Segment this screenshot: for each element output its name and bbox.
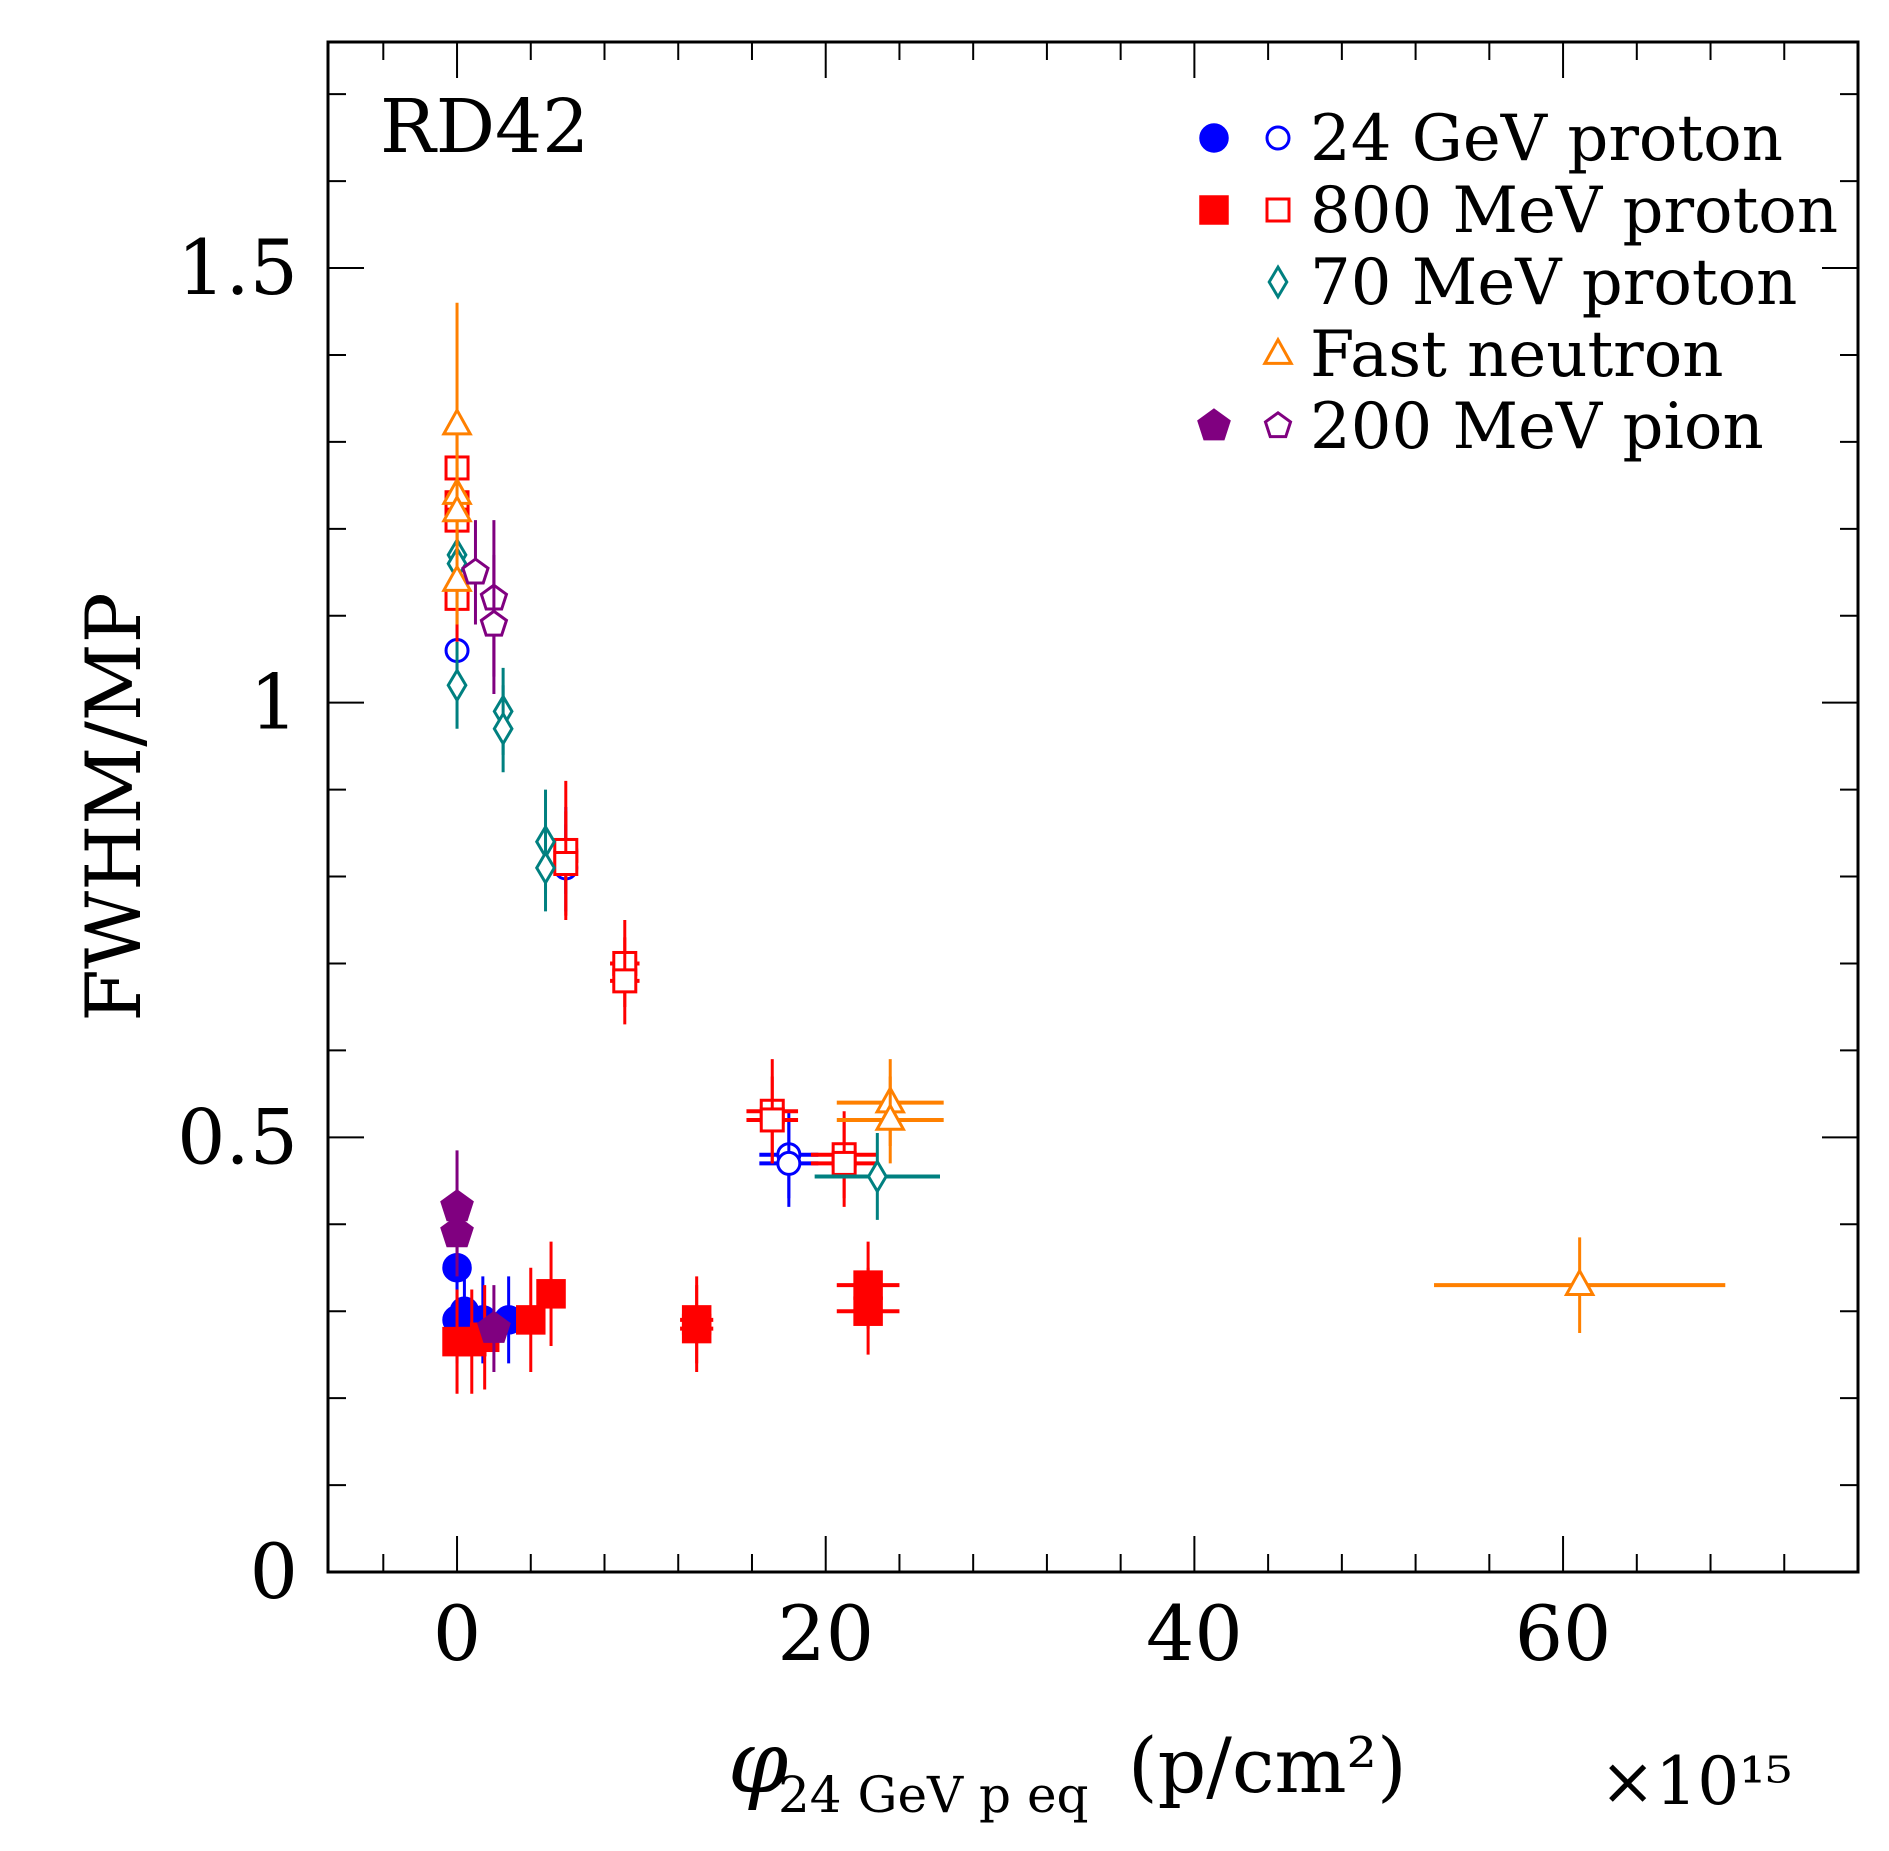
y-tick-label: 0: [250, 1527, 298, 1616]
series-200-mev-pion-open-: [461, 520, 509, 694]
data-point: [477, 1310, 511, 1343]
legend-label: 70 MeV proton: [1310, 246, 1797, 320]
legend-open-marker: [1262, 336, 1294, 365]
data-point: [759, 1107, 785, 1133]
data-point: [479, 609, 509, 637]
data-point: [516, 1305, 546, 1335]
legend-label: Fast neutron: [1310, 318, 1724, 392]
legend-label: 24 GeV proton: [1310, 102, 1783, 176]
x-tick-label: 40: [1146, 1589, 1243, 1678]
x-axis-symbol: φ: [728, 1713, 788, 1813]
legend-entry: 200 MeV pion: [1197, 390, 1764, 464]
legend-entry: Fast neutron: [1262, 318, 1724, 392]
y-tick-label: 0.5: [177, 1092, 298, 1181]
data-point: [553, 851, 579, 877]
legend-label: 200 MeV pion: [1310, 390, 1764, 464]
legend-open-marker: [1263, 410, 1293, 439]
legend-open-marker: [1265, 125, 1291, 151]
plot-frame: [326, 40, 1860, 1574]
data-points: [440, 302, 1726, 1394]
legend-entry: 24 GeV proton: [1199, 102, 1783, 176]
x-tick-label: 20: [777, 1589, 874, 1678]
data-point: [492, 710, 514, 747]
legend-label: 800 MeV proton: [1310, 174, 1838, 248]
experiment-label: RD42: [380, 84, 589, 170]
data-point: [874, 1102, 906, 1131]
y-axis-title: FWHM/MP: [69, 592, 158, 1022]
x-axis-subscript: 24 GeV p eq: [778, 1766, 1089, 1824]
data-point: [681, 1313, 712, 1344]
data-point: [440, 1215, 474, 1248]
x-tick-label: 60: [1515, 1589, 1612, 1678]
data-point: [534, 850, 557, 886]
data-point: [831, 1150, 857, 1176]
x-tick-labels: 0 20 40 60: [433, 1589, 1612, 1678]
data-point: [446, 667, 468, 704]
x-axis-unit: (p/cm²): [1128, 1721, 1407, 1810]
legend-filled-marker: [1199, 123, 1229, 153]
data-point: [461, 557, 490, 585]
x-axis-multiplier: ×10¹⁵: [1600, 1743, 1792, 1820]
legend-entry: 800 MeV proton: [1199, 174, 1838, 248]
data-point: [853, 1296, 883, 1326]
data-point: [536, 1279, 566, 1309]
data-point: [1563, 1267, 1596, 1296]
data-point: [776, 1150, 802, 1176]
data-point: [866, 1158, 888, 1195]
y-tick-label: 1: [250, 658, 298, 747]
legend-filled-marker: [1199, 195, 1229, 225]
legend-entry: 70 MeV proton: [1267, 246, 1797, 320]
series-fast-neutron: [441, 302, 1726, 1333]
data-point: [441, 563, 473, 592]
data-point: [441, 407, 473, 436]
legend-filled-marker: [1197, 408, 1231, 441]
series-200-mev-pion-filled-: [440, 1150, 511, 1373]
y-tick-label: 1.5: [177, 223, 298, 312]
legend-open-marker: [1265, 197, 1291, 223]
x-axis-title: φ 24 GeV p eq (p/cm²) ×10¹⁵: [728, 1713, 1792, 1824]
data-point: [612, 968, 638, 994]
x-tick-label: 0: [433, 1589, 481, 1678]
y-tick-labels: 0 0.5 1 1.5: [177, 223, 298, 1616]
legend-open-marker: [1267, 264, 1289, 300]
data-point: [441, 494, 473, 523]
